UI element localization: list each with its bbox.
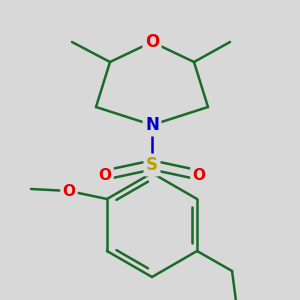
Text: O: O: [145, 33, 159, 51]
Text: O: O: [98, 167, 112, 182]
Text: N: N: [145, 116, 159, 134]
Text: O: O: [62, 184, 76, 199]
Text: S: S: [146, 156, 158, 174]
Text: O: O: [193, 167, 206, 182]
